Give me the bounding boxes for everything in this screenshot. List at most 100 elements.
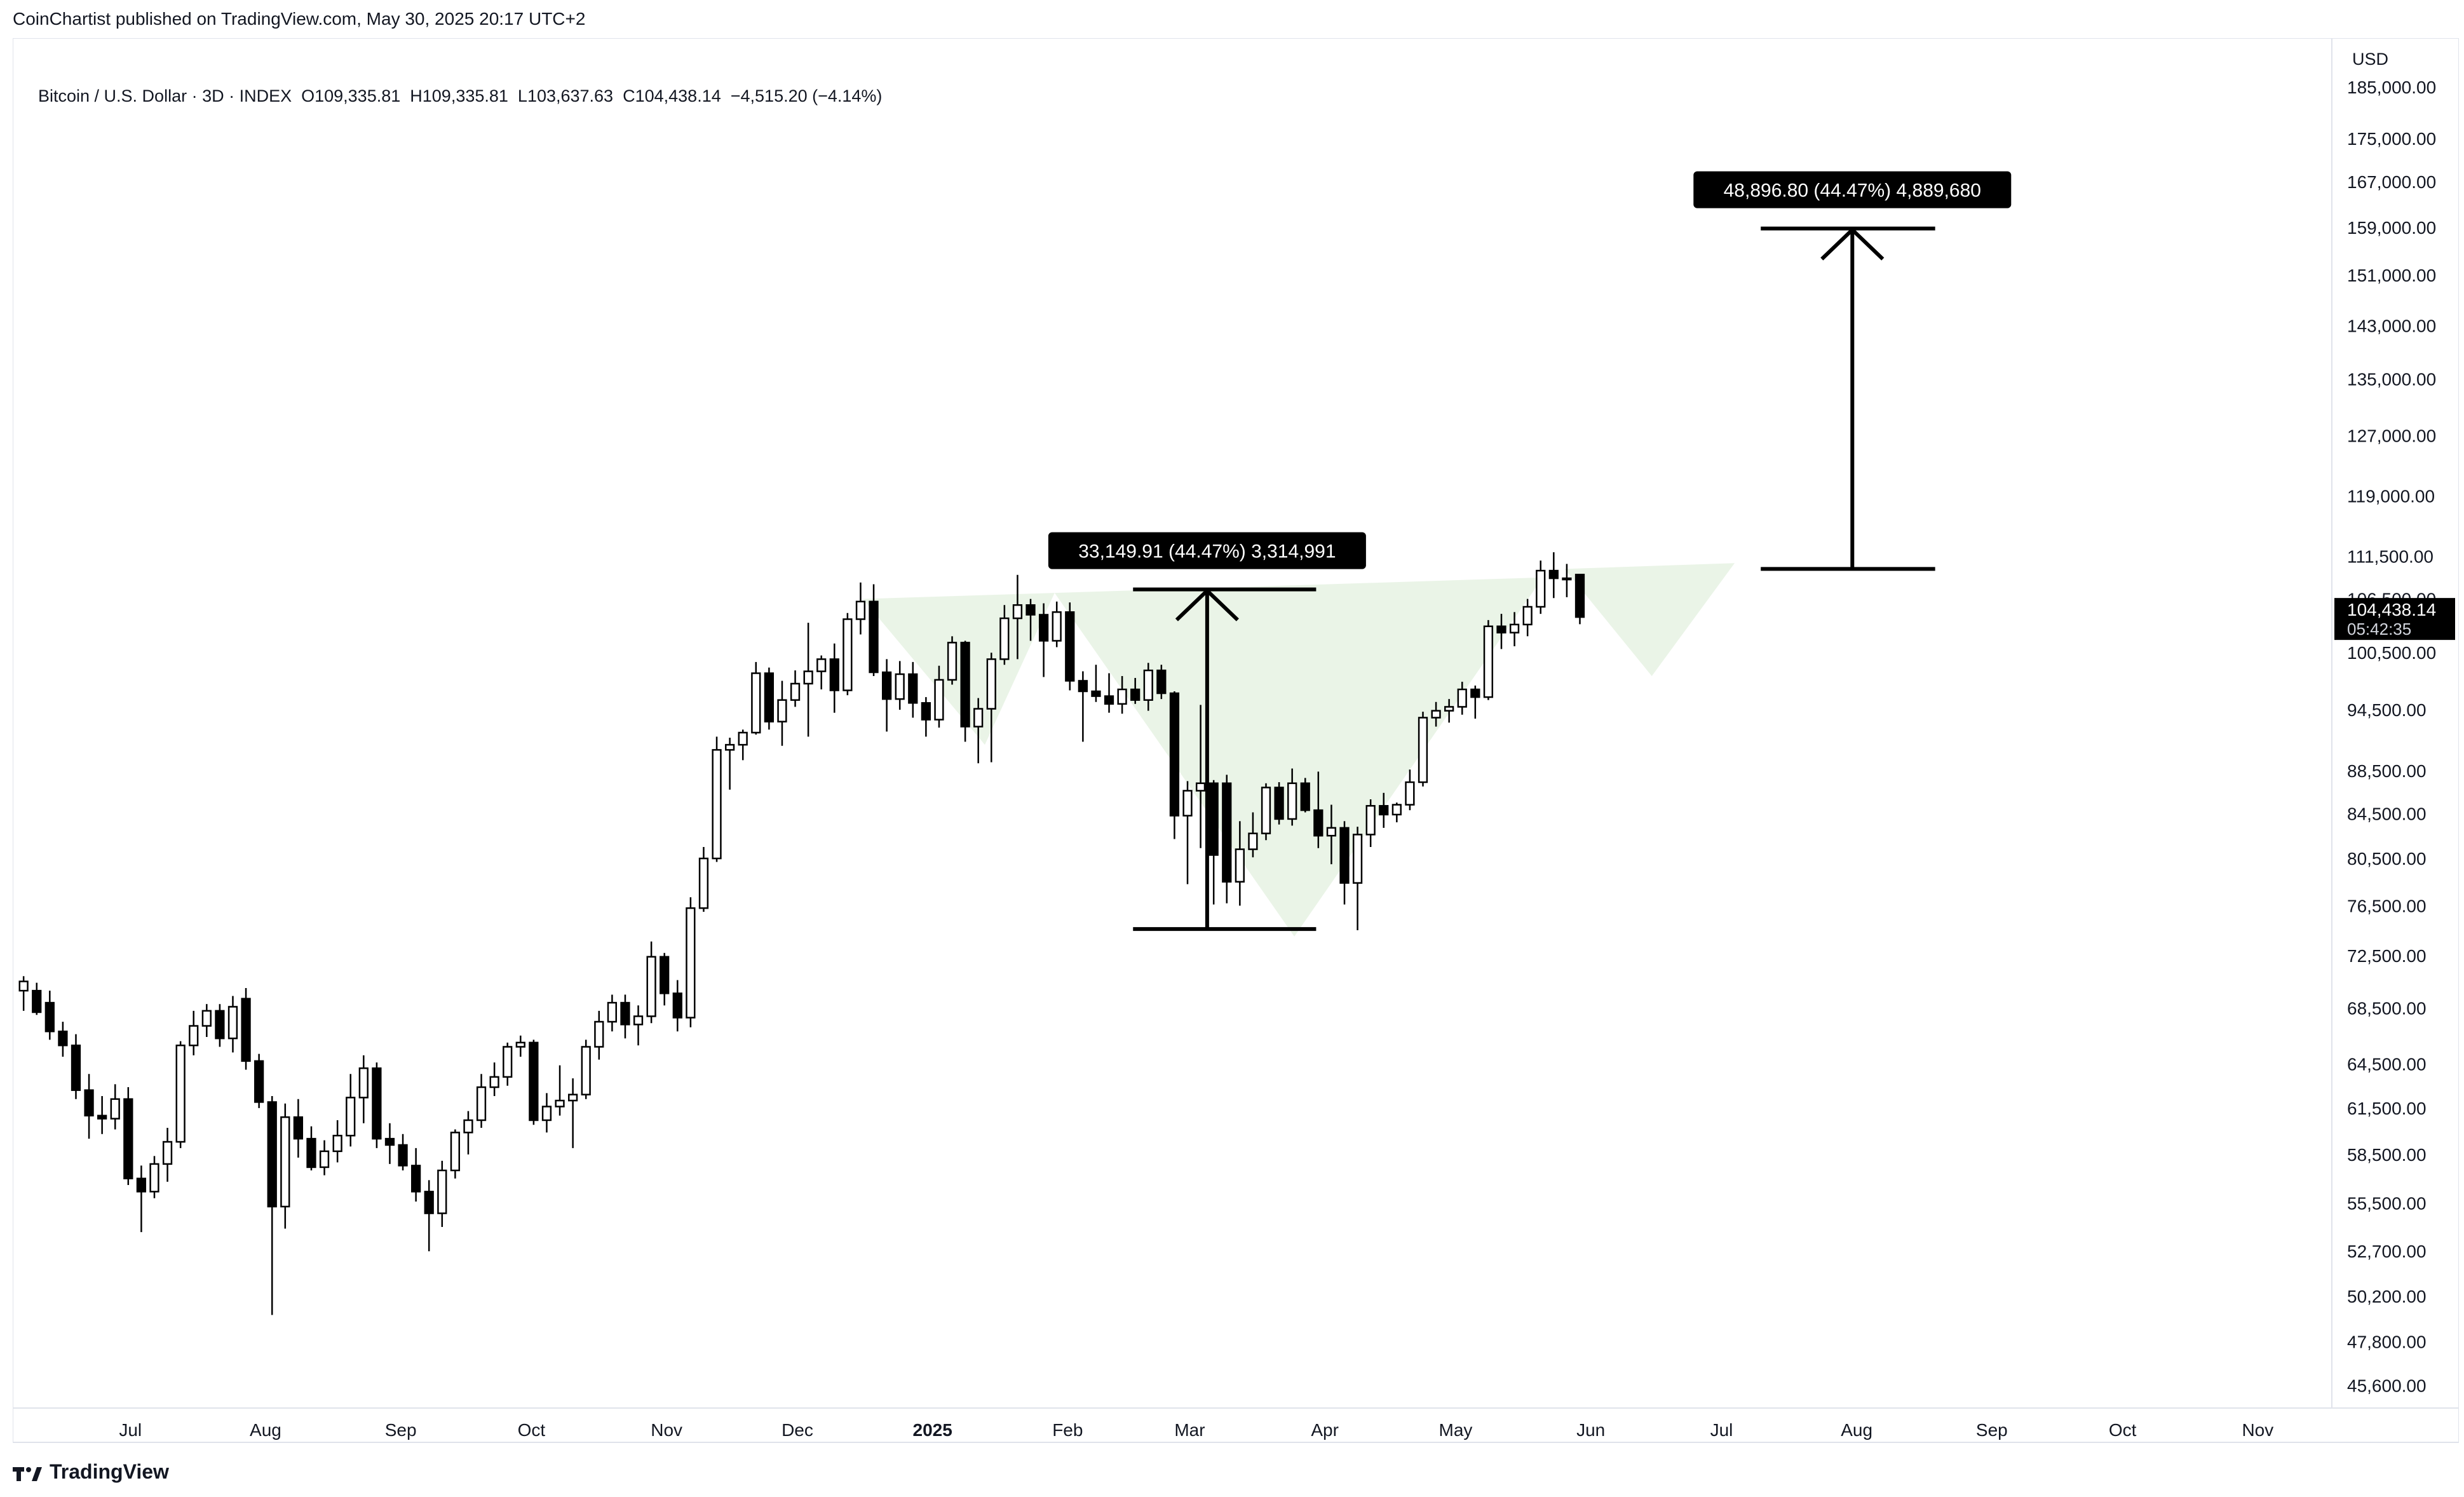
candle-body	[1300, 782, 1310, 811]
candle-body	[1470, 688, 1480, 698]
candle-body	[751, 672, 761, 734]
candle-body	[829, 658, 839, 691]
candle	[384, 1123, 395, 1164]
candle	[921, 697, 931, 737]
y-tick-label: 151,000.00	[2347, 266, 2436, 285]
candle	[332, 1120, 342, 1163]
candle-body	[1222, 782, 1232, 883]
x-tick-label: Sep	[1976, 1420, 2008, 1440]
candle-body	[1143, 669, 1153, 701]
x-tick-label: Jun	[1576, 1420, 1605, 1440]
candle	[489, 1062, 499, 1097]
candle	[764, 667, 774, 730]
candle	[1052, 601, 1062, 647]
candle	[672, 980, 682, 1032]
y-tick-label: 159,000.00	[2347, 218, 2436, 238]
candle-body	[1156, 669, 1167, 694]
y-tick-label: 88,500.00	[2347, 761, 2427, 781]
candle	[1548, 552, 1559, 599]
candle-body	[437, 1169, 447, 1214]
candle	[58, 1022, 68, 1057]
candle-body	[1509, 623, 1520, 633]
candle	[1562, 564, 1572, 597]
y-tick-label: 76,500.00	[2347, 896, 2427, 916]
candle	[319, 1140, 330, 1175]
candle	[1169, 691, 1180, 839]
candle	[738, 729, 748, 761]
candle	[1287, 768, 1297, 826]
candle	[986, 653, 996, 762]
y-tick-label: 143,000.00	[2347, 316, 2436, 336]
candle-body	[97, 1114, 107, 1120]
candle	[869, 584, 879, 676]
y-tick-label: 167,000.00	[2347, 172, 2436, 192]
measure-label: 33,149.91 (44.47%) 3,314,991	[1078, 541, 1336, 562]
candle-body	[32, 989, 42, 1013]
candle-body	[358, 1067, 369, 1099]
candle	[567, 1078, 578, 1148]
candle-body	[738, 731, 748, 746]
candle-body	[1548, 569, 1559, 579]
candle	[816, 655, 827, 689]
candle-body	[790, 682, 801, 701]
candle	[1300, 778, 1310, 813]
candle	[633, 1005, 644, 1046]
y-tick-label: 135,000.00	[2347, 370, 2436, 389]
x-tick-label: Nov	[651, 1420, 682, 1440]
candle-body	[986, 658, 996, 710]
candlestick-chart[interactable]: 33,149.91 (44.47%) 3,314,991 48,896.80 (4…	[13, 38, 2459, 1449]
candle	[1195, 705, 1206, 848]
candle-body	[280, 1116, 290, 1208]
candle	[541, 1093, 552, 1133]
chart-frame[interactable]: 33,149.91 (44.47%) 3,314,991 48,896.80 (4…	[13, 38, 2459, 1449]
candle-body	[71, 1045, 81, 1091]
candle	[411, 1148, 421, 1202]
candle-body	[215, 1010, 225, 1040]
y-tick-label: 68,500.00	[2347, 999, 2427, 1019]
last-price-label: 104,438.14	[2347, 600, 2436, 620]
candle	[973, 698, 984, 764]
x-tick-label: Oct	[518, 1420, 546, 1440]
candle	[1470, 685, 1480, 719]
candle	[895, 661, 905, 710]
candle	[1509, 612, 1520, 647]
candle-body	[1117, 688, 1127, 705]
measure-label: 48,896.80 (44.47%) 4,889,680	[1724, 180, 1981, 201]
candle-body	[1235, 848, 1245, 883]
candle	[346, 1074, 356, 1147]
tradingview-brand: TradingView	[50, 1460, 169, 1483]
candle	[529, 1040, 539, 1125]
candle-body	[1431, 710, 1441, 719]
candle	[358, 1055, 369, 1123]
candle-body	[149, 1163, 159, 1193]
candle-body	[424, 1191, 434, 1214]
price-countdown: 05:42:35	[2347, 620, 2411, 639]
candle-body	[1104, 695, 1114, 705]
candle	[777, 681, 787, 746]
candle	[110, 1084, 120, 1130]
candle-body	[895, 673, 905, 700]
symbol-legend: Bitcoin / U.S. Dollar · 3D · INDEX O109,…	[38, 86, 882, 106]
candle-body	[1562, 577, 1572, 581]
axes: USD 185,000.00 175,000.00 167,000.00 159,000…	[13, 38, 2459, 1443]
y-tick-label: 72,500.00	[2347, 946, 2427, 966]
candle-body	[1339, 827, 1350, 884]
x-tick-label: Feb	[1052, 1420, 1083, 1440]
candle-body	[175, 1045, 186, 1143]
candle-body	[567, 1094, 578, 1102]
candle	[1574, 574, 1585, 625]
candle	[1248, 812, 1258, 858]
candle-body	[1052, 611, 1062, 642]
y-tick-label: 55,500.00	[2347, 1194, 2427, 1214]
publisher-line: CoinChartist published on TradingView.co…	[13, 9, 586, 29]
candle	[829, 643, 839, 713]
candle-body	[594, 1020, 604, 1048]
tradingview-footer[interactable]: TradingView	[13, 1460, 169, 1484]
candle-body	[84, 1089, 94, 1117]
x-tick-label: Aug	[1841, 1420, 1872, 1440]
candle	[32, 982, 42, 1015]
candle-body	[1379, 804, 1389, 816]
candle	[1405, 769, 1415, 811]
y-tick-label: 119,000.00	[2347, 487, 2435, 506]
candle-body	[1522, 606, 1533, 626]
